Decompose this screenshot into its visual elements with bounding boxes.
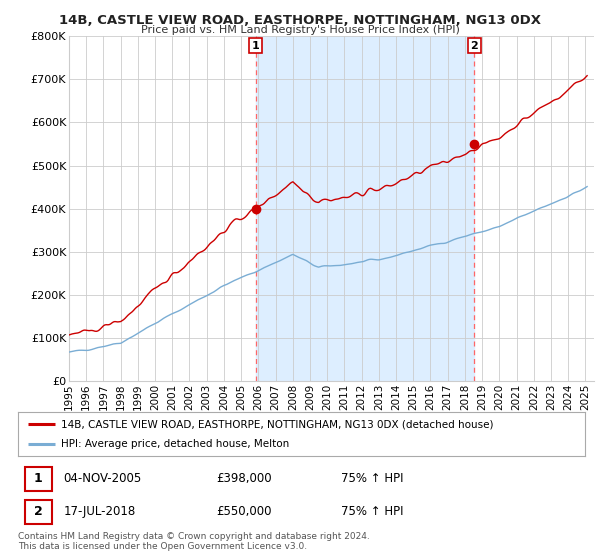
Text: 14B, CASTLE VIEW ROAD, EASTHORPE, NOTTINGHAM, NG13 0DX: 14B, CASTLE VIEW ROAD, EASTHORPE, NOTTIN… bbox=[59, 14, 541, 27]
Text: 14B, CASTLE VIEW ROAD, EASTHORPE, NOTTINGHAM, NG13 0DX (detached house): 14B, CASTLE VIEW ROAD, EASTHORPE, NOTTIN… bbox=[61, 419, 493, 429]
Text: 75% ↑ HPI: 75% ↑ HPI bbox=[341, 505, 404, 519]
FancyBboxPatch shape bbox=[25, 500, 52, 524]
Text: £398,000: £398,000 bbox=[217, 472, 272, 486]
Text: Contains HM Land Registry data © Crown copyright and database right 2024.
This d: Contains HM Land Registry data © Crown c… bbox=[18, 532, 370, 552]
Text: 1: 1 bbox=[252, 41, 259, 51]
Text: 17-JUL-2018: 17-JUL-2018 bbox=[64, 505, 136, 519]
Text: 04-NOV-2005: 04-NOV-2005 bbox=[64, 472, 142, 486]
Text: HPI: Average price, detached house, Melton: HPI: Average price, detached house, Melt… bbox=[61, 439, 289, 449]
Text: 2: 2 bbox=[34, 505, 43, 519]
Text: 2: 2 bbox=[470, 41, 478, 51]
Bar bbox=[256, 36, 474, 381]
Text: £550,000: £550,000 bbox=[217, 505, 272, 519]
Text: 75% ↑ HPI: 75% ↑ HPI bbox=[341, 472, 404, 486]
Text: 1: 1 bbox=[34, 472, 43, 486]
Text: Price paid vs. HM Land Registry's House Price Index (HPI): Price paid vs. HM Land Registry's House … bbox=[140, 25, 460, 35]
FancyBboxPatch shape bbox=[25, 467, 52, 491]
